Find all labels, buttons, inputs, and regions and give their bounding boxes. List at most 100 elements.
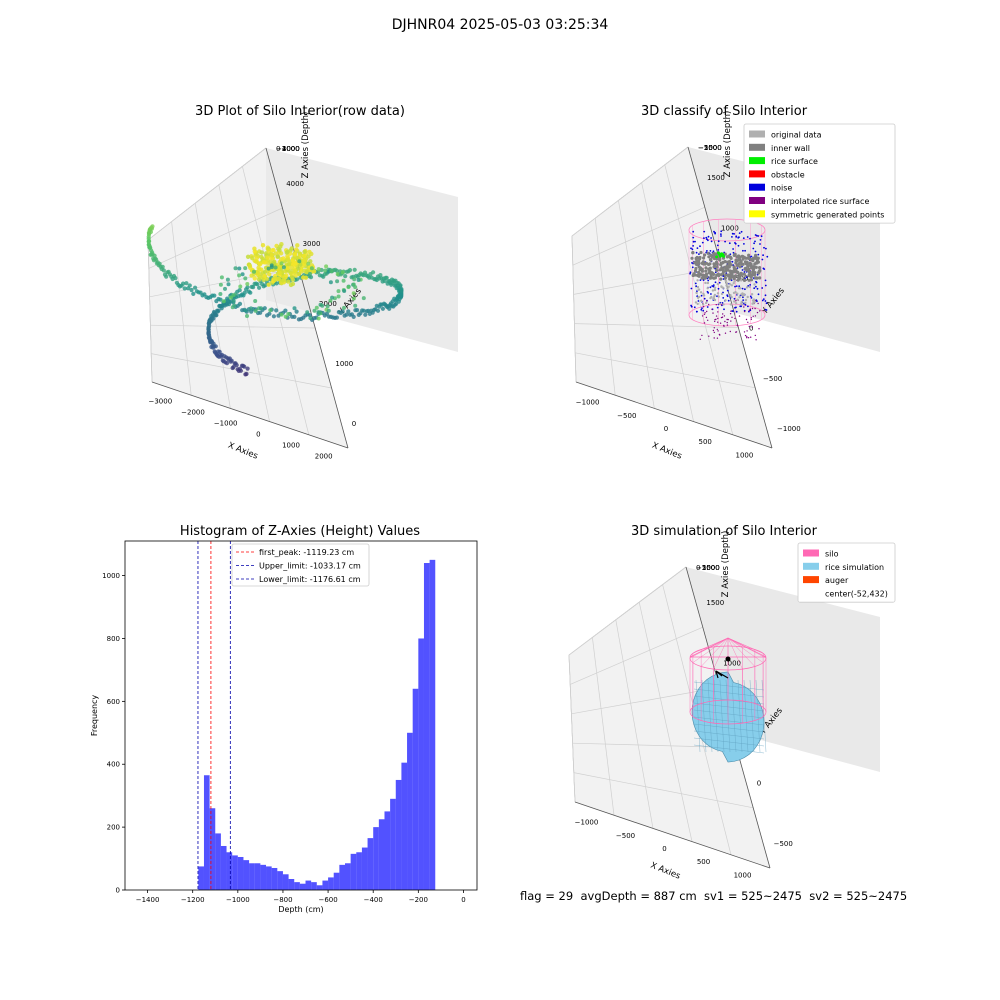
center-marker: [725, 656, 731, 662]
raw-data-point: [342, 305, 346, 310]
rice-mesh-line: [749, 679, 755, 753]
right-wall-pane: [266, 148, 458, 352]
rice-mesh-line: [693, 702, 765, 712]
legend-swatch: [803, 576, 819, 584]
raw-data-point: [240, 272, 245, 277]
noise-point: [709, 250, 712, 252]
interpolated-surface-point: [716, 337, 719, 339]
noise-point: [738, 285, 741, 288]
inner-wall-point: [700, 267, 704, 271]
noise-point: [759, 239, 762, 241]
x-axis-line: [575, 381, 773, 449]
raw-data-point: [276, 313, 281, 318]
silo-top-outline: [689, 645, 767, 671]
noise-point: [750, 255, 753, 258]
noise-point: [703, 297, 706, 300]
raw-data-point: [212, 349, 217, 354]
x-tick-label: −2000: [181, 409, 205, 417]
raw-data-point: [237, 266, 242, 271]
noise-point: [764, 284, 767, 287]
raw-data-point: [275, 254, 281, 259]
histogram-bar: [390, 798, 396, 890]
inner-wall-point: [711, 276, 716, 280]
original-data-point: [695, 291, 698, 295]
raw-data-point: [265, 255, 270, 260]
raw-data-point: [292, 306, 297, 311]
noise-point: [757, 293, 760, 296]
x-axis-label: X Axies: [650, 441, 683, 462]
noise-point: [753, 287, 756, 290]
raw-data-point: [274, 281, 279, 286]
inner-wall-point: [698, 272, 702, 276]
raw-data-point: [378, 273, 383, 278]
interpolated-surface-point: [719, 322, 722, 324]
inner-wall-point: [707, 262, 711, 267]
noise-point: [764, 279, 767, 282]
grid-line: [574, 323, 739, 328]
x-tick-label: 1000: [735, 451, 753, 459]
interpolated-surface-point: [730, 310, 732, 312]
interpolated-surface-point: [731, 316, 733, 318]
raw-data-point: [296, 266, 301, 271]
raw-data-point: [259, 267, 264, 272]
noise-point: [749, 237, 751, 240]
noise-point: [706, 250, 708, 252]
silo-roof-line: [727, 637, 767, 659]
original-data-point: [713, 286, 717, 289]
noise-point: [701, 241, 704, 244]
original-data-point: [716, 282, 719, 286]
raw-data-point: [148, 252, 153, 257]
interpolated-surface-point: [735, 331, 738, 333]
original-data-point: [728, 283, 732, 286]
interpolated-surface-point: [727, 318, 729, 321]
interpolated-surface-point: [701, 334, 703, 337]
raw-data-point: [252, 269, 256, 274]
noise-point: [712, 250, 715, 253]
raw-data-point: [228, 295, 233, 300]
auger-marker: [715, 670, 729, 679]
interpolated-surface-point: [729, 330, 731, 333]
histogram-bar: [243, 860, 250, 890]
noise-point: [691, 266, 694, 269]
inner-wall-point: [721, 260, 725, 264]
raw-data-point: [353, 303, 358, 308]
inner-wall-point: [738, 265, 742, 269]
raw-data-point: [220, 303, 225, 308]
raw-data-point: [298, 262, 303, 267]
interpolated-surface-point: [714, 320, 716, 323]
grid-line: [171, 221, 192, 396]
noise-point: [750, 297, 753, 299]
raw-data-point: [284, 250, 289, 255]
original-data-point: [729, 303, 732, 306]
interpolated-surface-point: [699, 338, 701, 340]
interpolated-surface-point: [754, 307, 756, 310]
rice-mesh-line: [743, 679, 749, 753]
x-axis-line: [574, 801, 771, 869]
histogram-bar: [249, 863, 255, 890]
raw-data-point: [294, 277, 300, 282]
inner-wall-point: [749, 273, 754, 277]
inner-wall-point: [742, 272, 746, 276]
y-tick-label: 600: [107, 698, 120, 706]
interpolated-surface-point: [723, 325, 725, 327]
inner-wall-point: [739, 260, 743, 264]
raw-data-point: [356, 312, 361, 317]
x-tick-label: −500: [617, 412, 636, 420]
noise-point: [699, 245, 701, 248]
interpolated-surface-point: [708, 303, 710, 306]
interpolated-surface-point: [748, 325, 750, 328]
raw-data-point: [245, 285, 250, 290]
noise-point: [765, 247, 767, 250]
raw-data-point: [309, 266, 314, 271]
inner-wall-point: [723, 276, 728, 280]
noise-point: [760, 235, 763, 238]
raw-data-point: [286, 262, 292, 267]
noise-point: [699, 279, 702, 281]
noise-point: [731, 260, 734, 263]
noise-point: [714, 281, 717, 284]
inner-wall-point: [754, 265, 758, 269]
raw-data-point: [336, 310, 341, 315]
histogram-bar: [260, 864, 267, 890]
inner-wall-point: [693, 269, 698, 273]
